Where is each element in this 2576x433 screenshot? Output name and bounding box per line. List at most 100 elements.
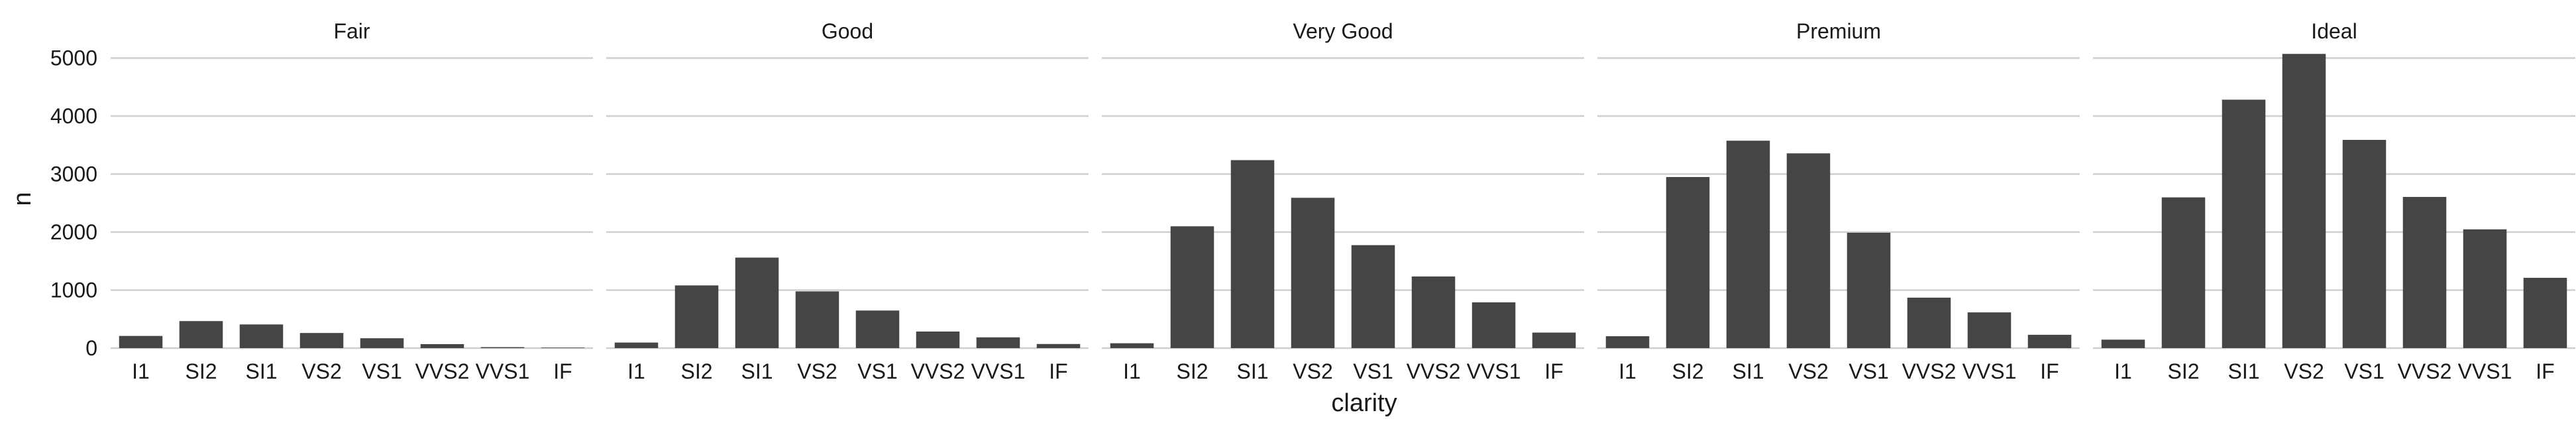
x-tick-label: I1 (627, 359, 645, 383)
facet-panel-very-good: Very Good I1 SI2 SI1 VS2 VS1 VVS2 VVS1 IF (1102, 19, 1584, 383)
x-tick-label: SI2 (1176, 359, 1208, 383)
bar (2524, 278, 2567, 348)
x-tick-label: SI2 (185, 359, 217, 383)
x-tick-label: VVS1 (476, 359, 530, 383)
bar (2028, 335, 2072, 348)
bar (2162, 198, 2206, 348)
bar (1231, 160, 1275, 349)
x-tick-label: SI2 (2167, 359, 2199, 383)
bar (240, 324, 284, 348)
bar (1352, 245, 1395, 348)
x-tick-label: VS2 (2284, 359, 2324, 383)
facet-title: Good (822, 19, 873, 43)
y-tick-label: 3000 (50, 162, 97, 186)
x-tick-label: VS2 (797, 359, 837, 383)
x-tick-label: VVS1 (971, 359, 1026, 383)
x-tick-label: SI1 (245, 359, 277, 383)
x-tick-label: I1 (2114, 359, 2132, 383)
x-tick-label: SI1 (2227, 359, 2259, 383)
bar (1787, 153, 1831, 348)
bar (1847, 233, 1891, 348)
bar (1472, 302, 1516, 348)
bar (1606, 336, 1650, 348)
x-tick-label: VS2 (1788, 359, 1828, 383)
x-tick-label: IF (1049, 359, 1067, 383)
x-tick-label: IF (553, 359, 572, 383)
bar (1171, 226, 1214, 348)
x-tick-label: VS1 (857, 359, 897, 383)
x-tick-label: SI2 (680, 359, 712, 383)
bar (541, 347, 585, 348)
bar (2343, 140, 2387, 348)
x-tick-label: VVS2 (911, 359, 965, 383)
x-tick-label: VS1 (1849, 359, 1888, 383)
x-tick-label: VS1 (1353, 359, 1393, 383)
bar (481, 347, 525, 348)
y-tick-label: 1000 (50, 278, 97, 302)
x-tick-label: VVS1 (1467, 359, 1521, 383)
bar (2282, 54, 2326, 348)
bar (2102, 340, 2145, 348)
x-tick-label: SI1 (1732, 359, 1764, 383)
bar (119, 336, 163, 348)
x-axis-title: clarity (1331, 389, 1397, 417)
bar (300, 333, 344, 348)
bar (2463, 229, 2507, 348)
x-tick-label: I1 (1619, 359, 1637, 383)
x-tick-label: IF (2040, 359, 2059, 383)
bar (796, 291, 839, 348)
x-tick-label: VS2 (1293, 359, 1332, 383)
bar (1532, 333, 1576, 348)
x-tick-label: VVS2 (1902, 359, 1957, 383)
bar (1907, 298, 1951, 348)
bar (2403, 197, 2447, 348)
bar (856, 310, 900, 348)
bar (1666, 177, 1710, 348)
x-tick-label: SI2 (1672, 359, 1703, 383)
facet-panel-good: Good I1 SI2 SI1 VS2 VS1 VVS2 VVS1 IF (606, 19, 1089, 383)
bar (1037, 344, 1081, 348)
x-tick-label: SI1 (741, 359, 773, 383)
facet-title: Very Good (1293, 19, 1393, 43)
bar (1727, 141, 1770, 348)
bar (421, 344, 464, 348)
x-tick-label: VVS2 (2398, 359, 2452, 383)
x-tick-label: IF (1544, 359, 1563, 383)
bar (1110, 343, 1154, 348)
x-tick-label: VVS2 (415, 359, 470, 383)
facet-title: Premium (1796, 19, 1881, 43)
x-tick-label: I1 (132, 359, 150, 383)
facet-panel-fair: Fair I1 SI2 SI1 VS2 VS1 VVS2 VVS1 IF (111, 19, 593, 383)
x-tick-label: VS1 (2344, 359, 2384, 383)
x-tick-label: VVS1 (2458, 359, 2512, 383)
bar (735, 258, 779, 349)
y-tick-label: 5000 (50, 46, 97, 70)
y-axis: 0 1000 2000 3000 4000 5000 (50, 46, 97, 361)
bar (1968, 312, 2012, 348)
x-tick-label: VS2 (301, 359, 341, 383)
x-tick-label: VVS1 (1962, 359, 2017, 383)
bar (1291, 198, 1335, 348)
bar (675, 285, 719, 348)
y-tick-label: 0 (85, 336, 97, 360)
bar (615, 343, 659, 348)
bar (360, 338, 404, 348)
y-tick-label: 2000 (50, 220, 97, 244)
facet-title: Fair (333, 19, 370, 43)
facet-title: Ideal (2311, 19, 2357, 43)
x-tick-label: I1 (1123, 359, 1141, 383)
y-tick-label: 4000 (50, 104, 97, 128)
bar (180, 321, 223, 348)
x-tick-label: SI1 (1236, 359, 1268, 383)
y-axis-title: n (9, 192, 36, 206)
x-tick-label: VS1 (362, 359, 402, 383)
bar (916, 332, 960, 348)
bar (1412, 277, 1456, 348)
x-tick-label: IF (2536, 359, 2554, 383)
facet-panel-premium: Premium I1 SI2 SI1 VS2 VS1 VVS2 VVS1 IF (1597, 19, 2080, 383)
bar (2222, 99, 2266, 348)
bar (977, 338, 1020, 348)
